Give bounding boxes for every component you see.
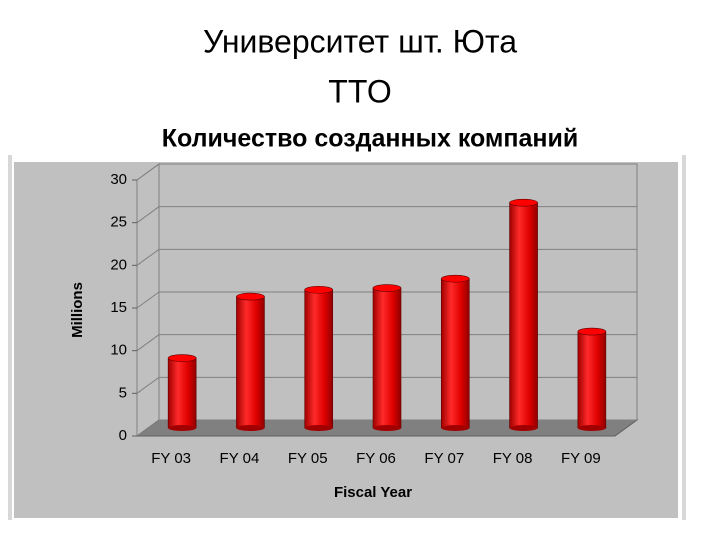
bar bbox=[372, 287, 402, 429]
bar-base bbox=[304, 425, 333, 431]
title-line: Университет шт. Юта bbox=[203, 23, 517, 59]
y-tick-label: 30 bbox=[110, 171, 127, 188]
plot: 0 5 10 15 20 25 30 FY 03 FY 04 FY 05 FY 06 FY 07 FY … bbox=[110, 163, 639, 467]
y-tick-label: 15 bbox=[110, 299, 127, 316]
bar-base bbox=[236, 425, 265, 431]
x-tick-label: FY 07 bbox=[424, 450, 464, 467]
right-border bbox=[682, 155, 686, 520]
x-tick-label: FY 04 bbox=[220, 450, 260, 467]
bar bbox=[440, 278, 470, 429]
x-tick-label: FY 09 bbox=[561, 450, 601, 467]
grid-line bbox=[136, 376, 637, 394]
bar-base bbox=[441, 425, 470, 431]
y-tick-label: 0 bbox=[119, 427, 127, 444]
bar-top bbox=[167, 354, 197, 362]
y-tick-label: 20 bbox=[110, 256, 127, 273]
grid-line bbox=[136, 248, 637, 266]
bar bbox=[236, 296, 265, 429]
grid-line bbox=[136, 334, 637, 352]
left-border bbox=[8, 155, 12, 520]
y-tick-label: 10 bbox=[110, 342, 127, 359]
x-tick-label: FY 08 bbox=[493, 450, 533, 467]
x-tick-label: FY 06 bbox=[356, 450, 396, 467]
subtitle: Количество созданных компаний bbox=[162, 125, 579, 153]
bar-base bbox=[577, 425, 606, 431]
bar-top bbox=[304, 285, 334, 294]
x-axis-label: Fiscal Year bbox=[334, 484, 412, 501]
bar bbox=[509, 202, 538, 429]
title-line: TTO bbox=[328, 73, 391, 109]
bar bbox=[304, 289, 334, 429]
bar bbox=[167, 357, 197, 429]
bar-base bbox=[168, 425, 197, 431]
bar-base bbox=[373, 425, 401, 431]
x-tick-label: FY 05 bbox=[288, 450, 328, 467]
bar-top bbox=[509, 198, 538, 207]
x-tick-label: FY 03 bbox=[151, 450, 191, 467]
y-tick-label: 25 bbox=[110, 214, 127, 231]
bar-top bbox=[372, 284, 402, 292]
bar-base bbox=[509, 425, 538, 431]
y-axis-label: Millions bbox=[69, 282, 86, 338]
bar-top bbox=[577, 327, 607, 336]
grid-line bbox=[136, 163, 637, 181]
bar bbox=[577, 331, 607, 429]
grid-line bbox=[136, 206, 637, 224]
grid-line bbox=[136, 419, 637, 437]
grid-line bbox=[136, 291, 637, 309]
bar-top bbox=[440, 274, 470, 283]
bar-top bbox=[236, 292, 265, 301]
y-tick-label: 5 bbox=[119, 384, 127, 401]
